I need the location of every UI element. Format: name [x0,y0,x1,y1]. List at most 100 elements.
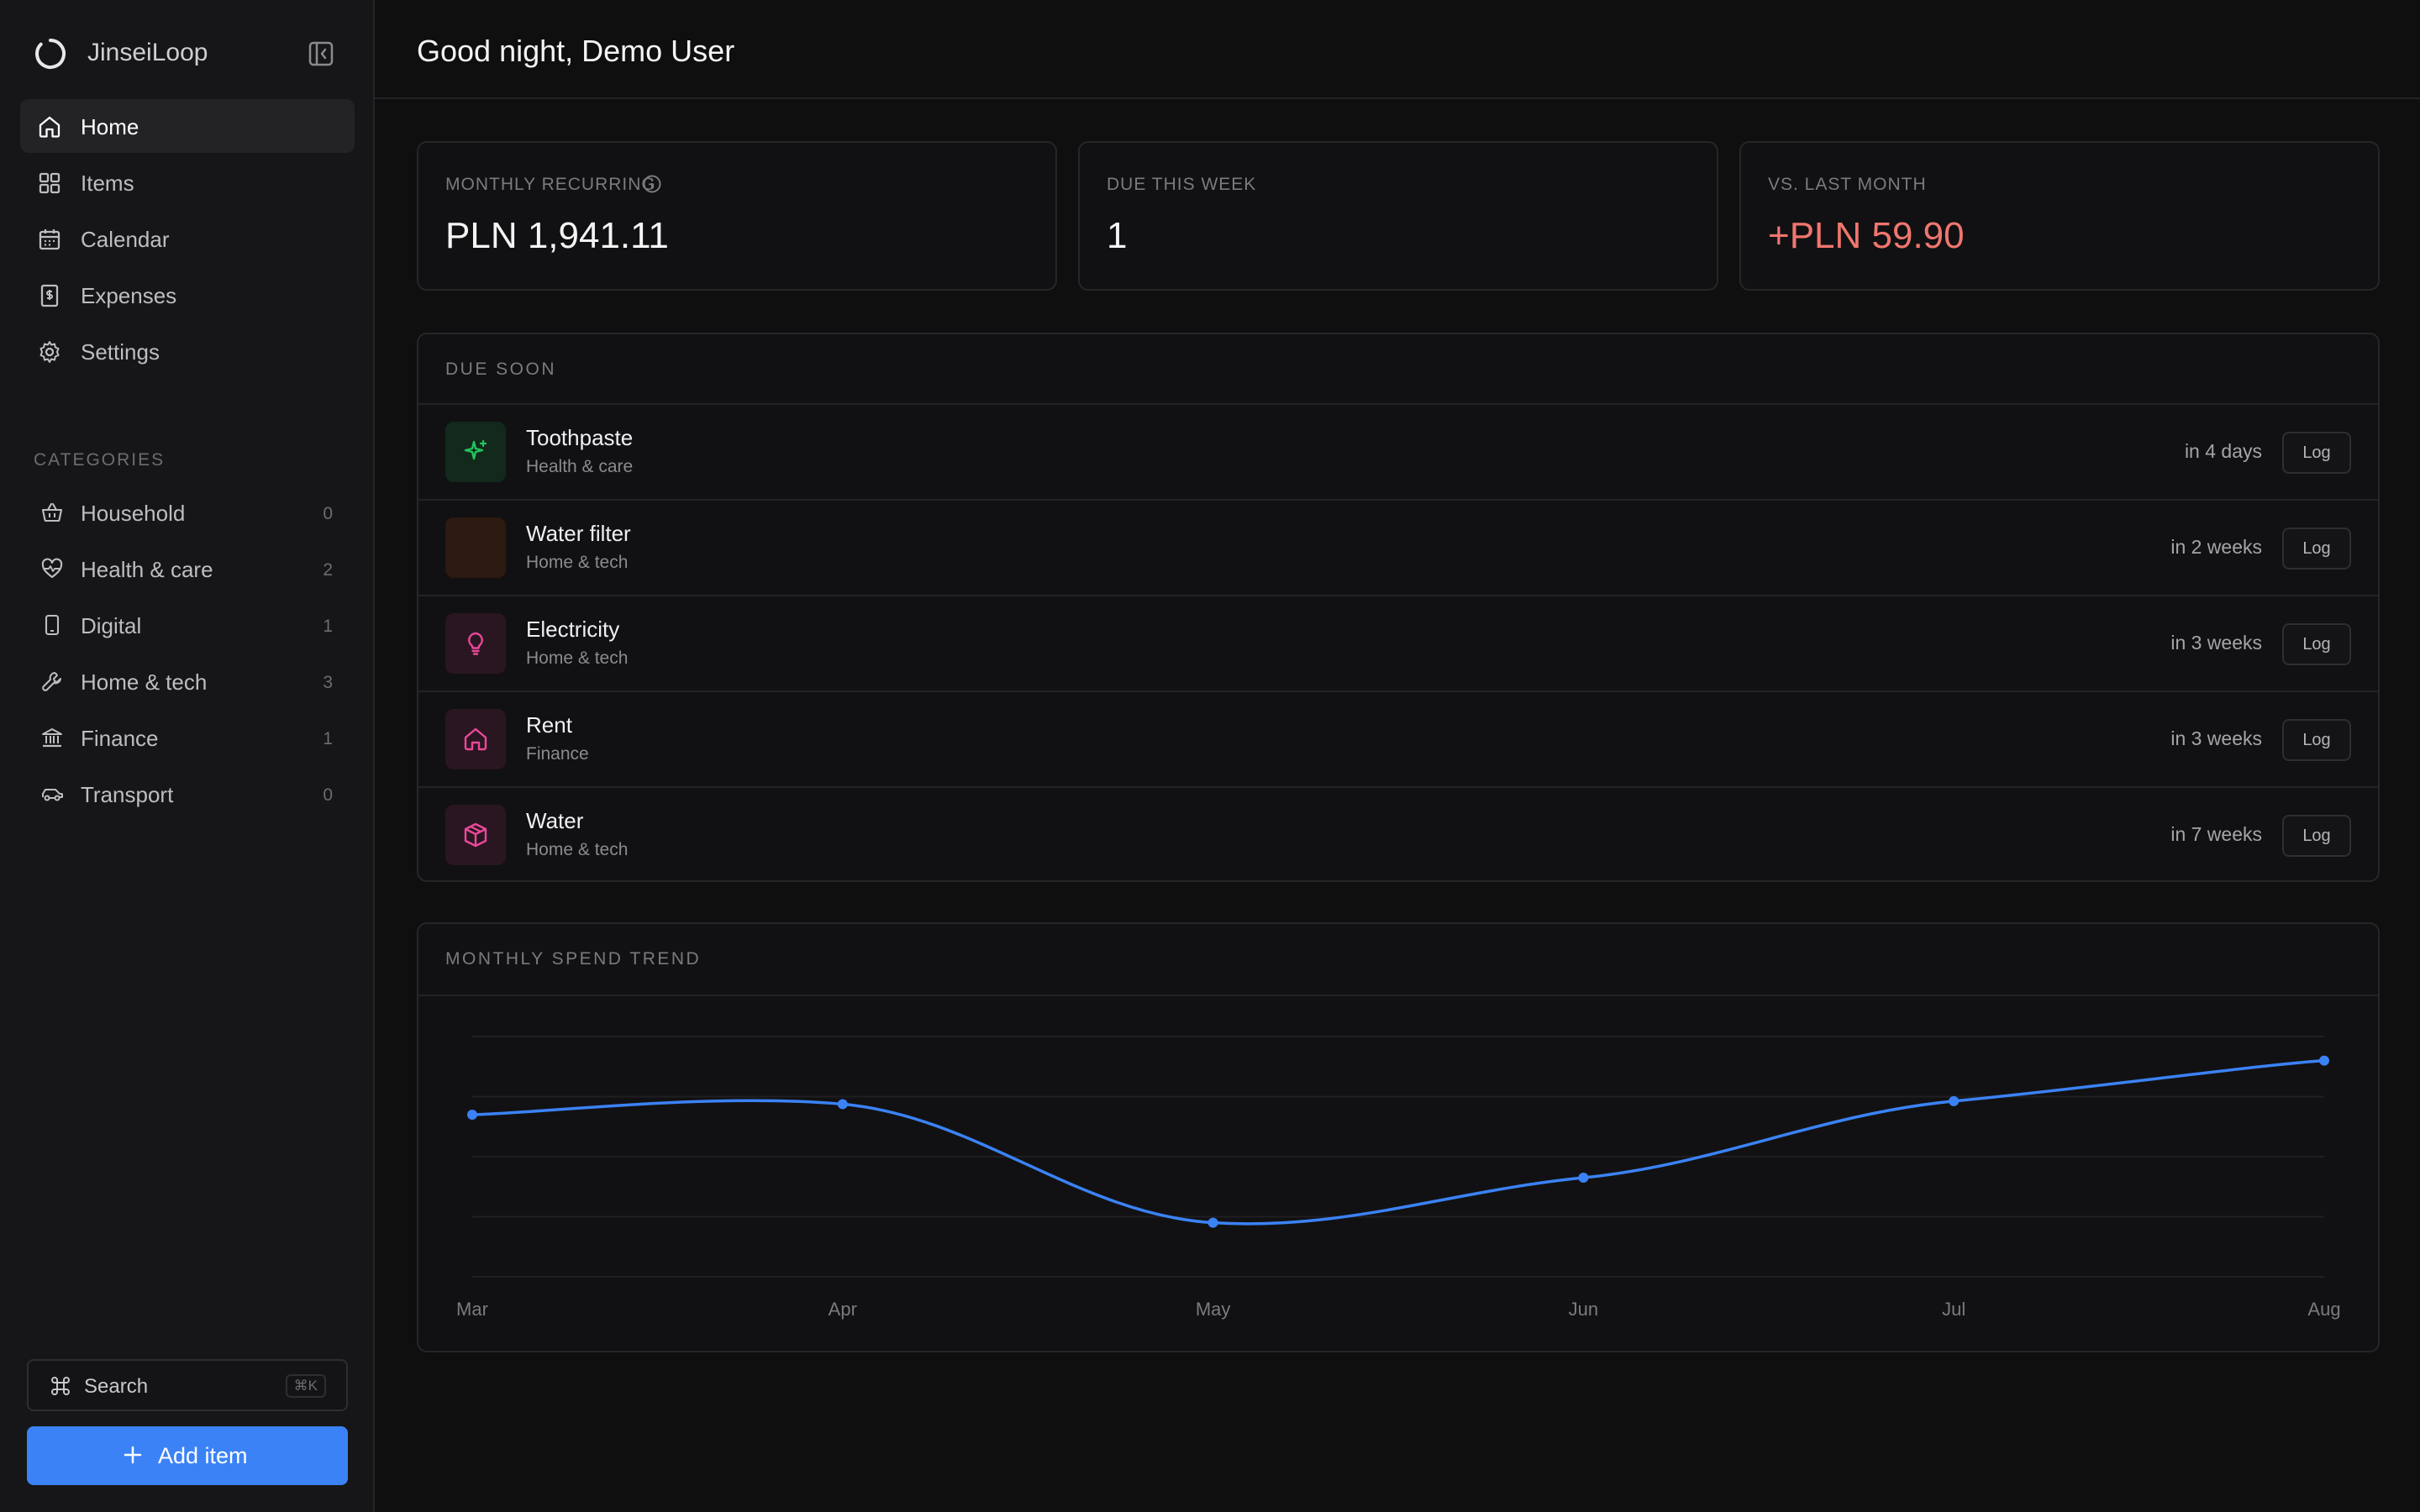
due-soon-panel: DUE SOON Toothpaste Health & care in 4 d… [417,333,2380,882]
row-divider [418,786,2378,788]
due-item-row[interactable]: Rent Finance in 3 weeks Log [418,692,2378,788]
logo-loop-icon [35,39,66,69]
nav-item-calendar[interactable]: Calendar [20,212,355,265]
chart-x-tick-label: Mar [456,1299,488,1320]
top-bar: Good night, Demo User [375,0,2420,99]
due-item-badge [445,709,506,769]
log-button[interactable]: Log [2282,623,2351,665]
wrench-icon [42,672,61,691]
category-label: Transport [81,782,174,807]
due-item-when: in 4 days [2184,440,2262,462]
divider [418,995,2378,996]
chart-point [1578,1173,1589,1184]
category-count: 2 [323,560,333,580]
nav-label: Settings [81,339,160,365]
category-label: Health & care [81,557,213,582]
row-divider [418,595,2378,596]
category-label: Household [81,501,186,526]
receipt-icon [40,284,59,307]
divider [418,403,2378,405]
due-item-name: Toothpaste [526,425,634,450]
log-button[interactable]: Log [2282,432,2351,474]
category-digital[interactable]: Digital 1 [20,598,355,652]
chart-point [1949,1095,1960,1106]
add-item-label: Add item [158,1443,248,1468]
chart-x-tick-label: Apr [829,1299,857,1320]
chart-x-tick-label: Jun [1569,1299,1598,1320]
app-name: JinseiLoop [87,39,208,66]
stat-label: MONTHLY RECURRING [445,175,656,194]
due-item-when: in 2 weeks [2170,536,2262,558]
stat-value: +PLN 59.90 [1768,215,1965,256]
log-button[interactable]: Log [2282,815,2351,857]
due-item-badge [445,517,506,578]
due-item-row[interactable]: Electricity Home & tech in 3 weeks Log [418,596,2378,692]
phone-icon [45,614,60,636]
stat-due-this-week: DUE THIS WEEK 1 [1078,141,1718,291]
nav-item-home[interactable]: Home [20,99,355,153]
nav-item-items[interactable]: Items [20,155,355,209]
category-list: Household 0 Health & care 2 Digital 1 Ho… [20,486,355,823]
heart-pulse-icon [41,558,63,579]
add-item-button[interactable]: Add item [27,1426,348,1485]
category-home-tech[interactable]: Home & tech 3 [20,654,355,708]
stat-label: VS. LAST MONTH [1768,175,1927,194]
category-finance[interactable]: Finance 1 [20,711,355,764]
basket-icon [41,502,63,522]
category-count: 0 [323,785,333,805]
due-item-name: Water [526,808,584,833]
category-label: Finance [81,726,159,751]
page-title: Good night, Demo User [417,34,735,68]
due-item-category: Home & tech [526,840,629,859]
log-button[interactable]: Log [2282,528,2351,570]
sparkle-icon [464,439,487,460]
category-count: 1 [323,617,333,636]
spend-trend-panel: MONTHLY SPEND TREND Mar Apr May Jun Jul Aug [417,922,2380,1352]
category-household[interactable]: Household 0 [20,486,355,539]
home-icon [39,116,60,138]
info-icon[interactable] [642,174,662,194]
brand: JinseiLoop [34,34,345,74]
due-item-when: in 3 weeks [2170,727,2262,749]
gear-icon [39,341,60,363]
stat-label: DUE THIS WEEK [1107,175,1257,194]
stat-value: 1 [1107,215,1128,256]
nav-item-expenses[interactable]: Expenses [20,268,355,322]
chart-point [1207,1217,1218,1228]
due-item-category: Health & care [526,457,634,476]
category-label: Digital [81,613,142,638]
due-item-category: Finance [526,744,589,764]
calendar-icon [39,229,60,250]
due-item-name: Rent [526,712,572,738]
due-item-name: Electricity [526,617,620,642]
chart-point [2319,1055,2329,1066]
nav-item-settings[interactable]: Settings [20,324,355,378]
log-button[interactable]: Log [2282,719,2351,761]
nav-label: Home [81,114,139,139]
plus-icon [124,1446,142,1464]
row-divider [418,499,2378,501]
grid-icon [39,172,60,194]
due-item-when: in 7 weeks [2170,823,2262,845]
due-item-row[interactable]: Toothpaste Health & care in 4 days Log [418,405,2378,501]
spend-trend-heading: MONTHLY SPEND TREND [445,949,702,969]
due-item-badge [445,805,506,865]
house-icon [464,727,487,751]
category-transport[interactable]: Transport 0 [20,767,355,821]
search-button[interactable]: Search ⌘K [27,1359,348,1411]
due-item-row[interactable]: Water filter Home & tech in 2 weeks Log [418,501,2378,596]
search-label: Search [84,1375,149,1398]
collapse-sidebar-icon[interactable] [306,39,336,69]
due-soon-heading: DUE SOON [445,360,557,379]
spend-trend-chart: Mar Apr May Jun Jul Aug [456,1036,2341,1320]
category-count: 0 [323,504,333,523]
stat-monthly-recurring: MONTHLY RECURRING PLN 1,941.11 [417,141,1057,291]
category-label: Home & tech [81,669,208,695]
car-icon [42,789,63,801]
chart-series-line [471,1058,2326,1226]
chart-x-tick-label: May [1196,1299,1231,1320]
categories-heading: CATEGORIES [34,450,166,470]
due-item-row[interactable]: Water Home & tech in 7 weeks Log [418,788,2378,884]
category-health-care[interactable]: Health & care 2 [20,542,355,596]
chart-x-tick-label: Jul [1942,1299,1965,1320]
